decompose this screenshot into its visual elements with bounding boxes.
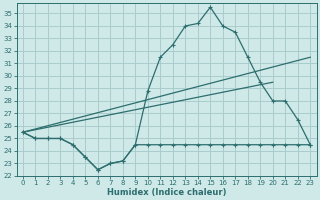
X-axis label: Humidex (Indice chaleur): Humidex (Indice chaleur) [107, 188, 226, 197]
